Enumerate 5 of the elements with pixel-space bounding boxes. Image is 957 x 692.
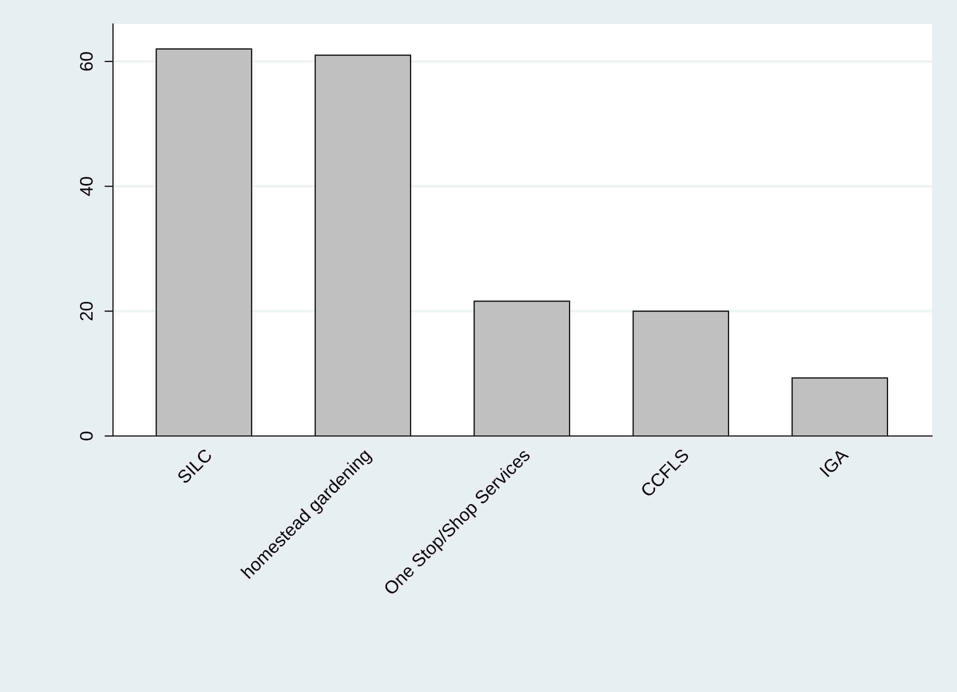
y-tick-label: 0 <box>80 432 93 440</box>
y-tick-label: 60 <box>80 52 93 71</box>
x-tick-label: IGA <box>819 447 850 478</box>
y-tick-label: 20 <box>80 302 93 320</box>
y-tick-label: 40 <box>80 176 93 196</box>
